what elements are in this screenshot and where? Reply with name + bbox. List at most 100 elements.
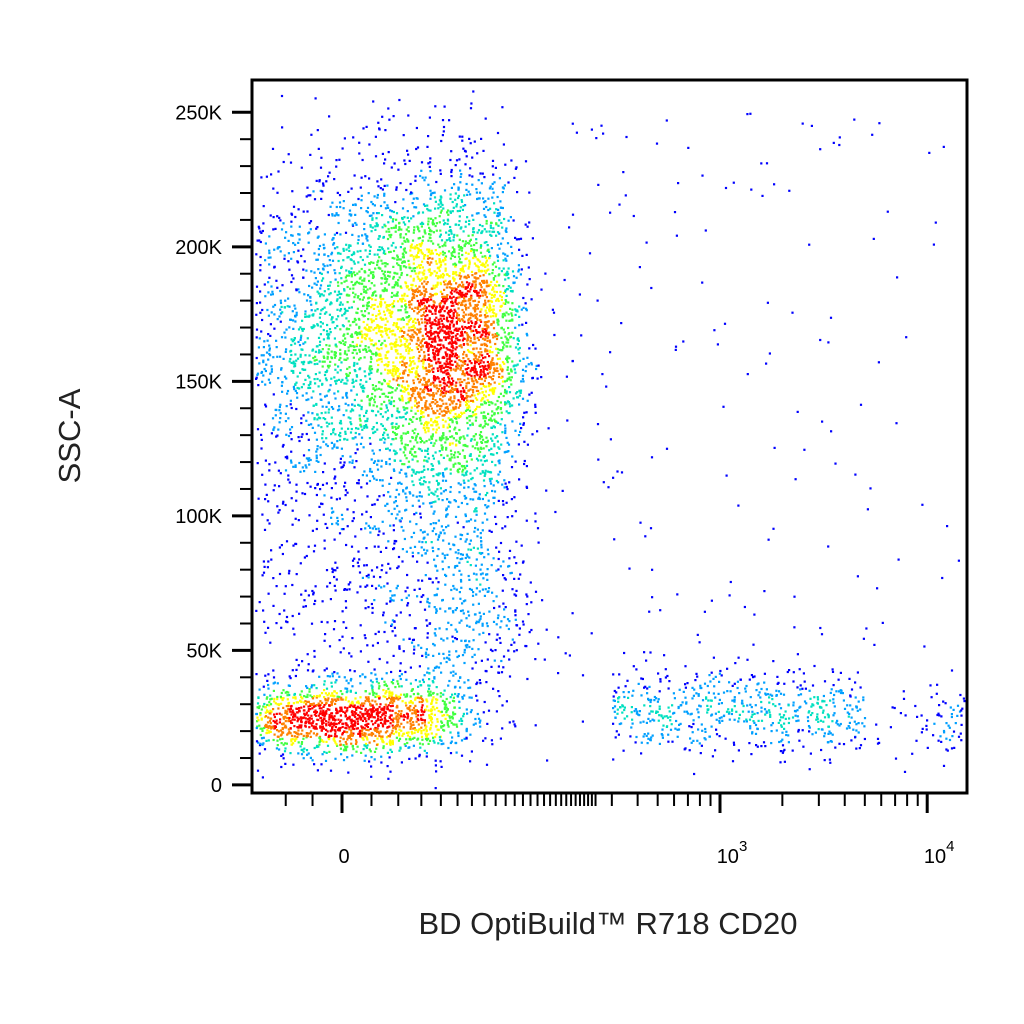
event-point [463,337,466,341]
event-point [310,423,313,426]
event-point [319,453,322,457]
event-point [411,239,415,242]
event-point [525,307,528,310]
event-point [418,380,421,384]
event-point [478,296,481,299]
event-point [451,377,454,380]
event-point [471,399,474,402]
event-point [488,331,491,334]
event-point [403,387,406,390]
event-point [411,307,414,310]
event-point [346,309,349,312]
event-point [460,199,463,202]
event-point [272,228,275,231]
event-point [441,414,444,417]
event-point [427,369,430,372]
event-point [483,228,486,231]
event-point [481,529,484,532]
event-point [334,380,337,383]
event-point [498,447,501,450]
event-point [473,333,476,336]
event-point [447,410,450,413]
event-point [490,234,493,237]
event-point [441,272,445,276]
event-point [396,344,399,347]
event-point [365,482,369,485]
event-point [383,184,386,187]
event-point [495,299,498,302]
event-point [307,384,310,387]
event-point [471,183,474,186]
event-point [491,269,494,272]
event-point [477,351,480,354]
event-point [426,261,429,264]
event-point [526,356,529,359]
event-point [360,199,363,202]
event-point [370,200,373,204]
event-point [292,339,296,342]
event-point [405,349,408,352]
event-point [389,314,392,317]
event-point [309,228,312,231]
event-point [343,358,346,361]
event-point [374,430,377,433]
event-point [367,318,370,321]
event-point [424,232,427,235]
event-point [385,304,388,307]
event-point [453,251,456,254]
event-point [458,248,461,251]
event-point [386,447,389,450]
event-point [312,356,315,360]
event-point [479,532,482,535]
event-point [426,204,429,207]
event-point [486,441,489,444]
event-point [422,367,425,370]
event-point [411,420,414,423]
event-point [412,329,415,332]
event-point [456,364,459,367]
event-point [319,271,322,274]
event-point [414,396,417,400]
event-point [442,382,445,385]
event-point [423,480,426,483]
event-point [292,251,295,254]
event-point [514,236,517,239]
event-point [355,223,358,226]
event-point [315,258,318,261]
event-point [434,421,437,424]
event-point [376,359,379,362]
event-point [285,433,288,436]
event-point [457,303,460,306]
event-point [296,375,299,378]
event-point [356,242,359,245]
event-point [526,283,529,286]
event-point [400,437,403,440]
event-point [289,357,292,361]
event-point [268,235,271,238]
event-point [504,429,507,433]
event-point [494,333,497,336]
event-point [407,239,410,242]
event-point [511,290,514,293]
event-point [340,447,343,450]
event-point [364,420,367,423]
event-point [329,281,332,284]
event-point [294,362,297,365]
event-point [302,454,306,457]
event-point [461,449,465,452]
event-point [504,380,507,383]
event-point [319,325,322,328]
event-point [399,285,402,288]
event-point [484,348,487,351]
event-point [403,159,406,162]
event-point [292,370,295,373]
event-point [368,377,372,380]
event-point [505,436,508,439]
event-point [481,382,484,385]
event-point [490,293,493,296]
event-point [323,233,326,236]
event-point [464,204,467,207]
event-point [452,263,455,266]
event-point [457,196,460,200]
event-point [470,329,473,333]
